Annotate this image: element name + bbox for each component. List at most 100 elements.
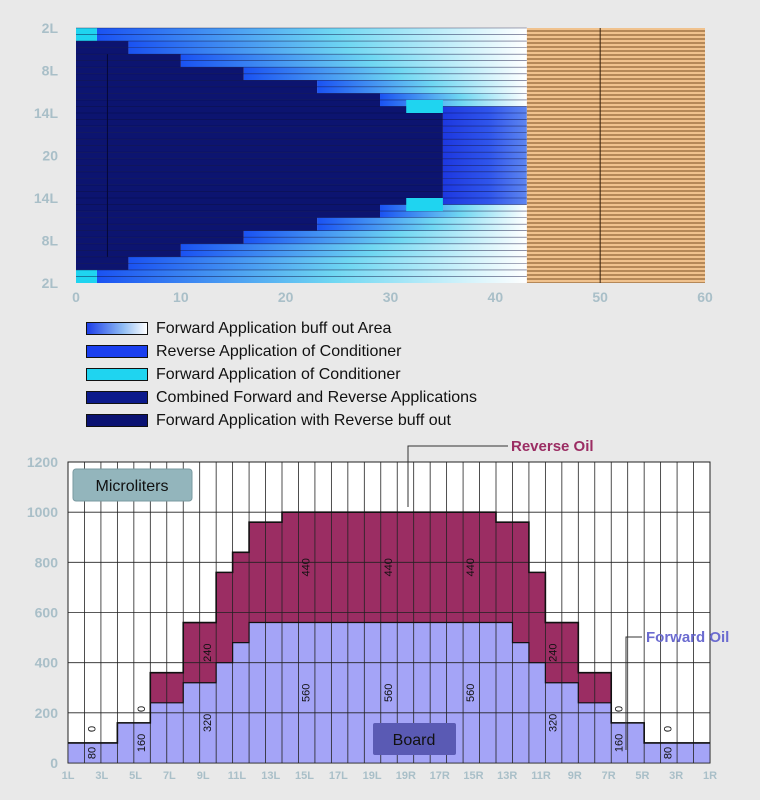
forward-oil-bar [282, 622, 299, 763]
forward-application-strip [76, 119, 443, 127]
buff-out-strip [317, 80, 527, 87]
data-label: 80 [663, 747, 675, 759]
forward-application-strip [76, 250, 181, 257]
x-tick-label: 5R [635, 770, 649, 782]
buff-out-strip [442, 132, 527, 140]
legend-item: Forward Application with Reverse buff ou… [86, 409, 477, 432]
buff-out-strip [180, 54, 527, 61]
legend-label: Reverse Application of Conditioner [156, 342, 402, 360]
forward-application-strip [76, 28, 97, 35]
legend-item: Reverse Application of Conditioner [86, 340, 477, 363]
buff-out-strip [442, 126, 527, 133]
forward-application-strip [76, 99, 381, 107]
x-tick-label: 15L [295, 770, 314, 782]
forward-oil-bar [265, 622, 282, 763]
reverse-oil-bar [199, 622, 217, 683]
x-tick-label: 60 [697, 289, 713, 305]
legend-item: Forward Application of Conditioner [86, 363, 477, 386]
y-tick-label: 8L [42, 233, 59, 249]
data-label: 560 [383, 684, 395, 702]
reverse-oil-bar [380, 512, 398, 623]
forward-application-strip [76, 237, 244, 244]
buff-out-strip [180, 250, 527, 257]
x-tick-label: 15R [463, 770, 483, 782]
forward-application-strip [76, 145, 443, 153]
x-tick-label: 11R [531, 770, 551, 782]
forward-oil-bar [150, 702, 167, 763]
x-tick-label: 7L [163, 770, 176, 782]
buff-out-strip [380, 211, 527, 218]
data-label: 240 [548, 643, 560, 661]
forward-oil-bar [611, 722, 628, 763]
forward-application-strip [76, 269, 97, 277]
reverse-oil-bar [216, 572, 233, 663]
forward-conditioner-block [406, 99, 443, 113]
x-tick-label: 19R [396, 770, 416, 782]
forward-oil-bar [249, 622, 266, 763]
forward-oil-bar [133, 722, 151, 763]
legend-swatch-reverse [86, 345, 148, 358]
x-tick-label: 13R [497, 770, 517, 782]
reverse-oil-bar [594, 672, 612, 703]
forward-application-strip [76, 152, 443, 159]
y-tick-label: 8L [42, 63, 59, 79]
buff-out-strip [96, 28, 527, 35]
forward-application-strip [76, 60, 181, 68]
y-tick-label: 0 [50, 755, 58, 771]
forward-application-strip [76, 184, 443, 192]
reverse-oil-bar [528, 572, 546, 663]
forward-oil-bar [463, 622, 480, 763]
buff-out-strip [442, 139, 527, 146]
data-label: 80 [87, 747, 99, 759]
forward-application-strip [76, 93, 381, 100]
reverse-oil-bar [150, 672, 167, 703]
reverse-oil-bar [298, 512, 315, 623]
buff-out-strip [180, 60, 527, 68]
data-label: 160 [136, 734, 148, 752]
forward-oil-outline [68, 621, 710, 744]
forward-application-strip [76, 263, 129, 270]
x-tick-label: 1R [703, 770, 717, 782]
forward-application-strip [76, 256, 129, 264]
legend-item: Combined Forward and Reverse Application… [86, 386, 477, 409]
y-tick-label: 2L [42, 20, 59, 36]
y-tick-label: 200 [35, 705, 59, 721]
buff-out-strip [128, 263, 527, 270]
data-label: 0 [136, 706, 148, 712]
forward-application-strip [76, 41, 129, 48]
reverse-oil-label: Reverse Oil [511, 438, 594, 455]
reverse-oil-bar [479, 512, 496, 623]
buff-out-strip [243, 237, 527, 244]
x-tick-label: 0 [72, 289, 80, 305]
forward-application-strip [76, 198, 443, 205]
x-tick-label: 40 [488, 289, 504, 305]
data-label: 240 [202, 643, 214, 661]
forward-oil-bar [644, 742, 661, 763]
buff-out-strip [317, 217, 527, 225]
x-tick-label: 17L [329, 770, 348, 782]
y-tick-label: 1000 [27, 504, 58, 520]
forward-oil-bar [199, 682, 217, 763]
forward-oil-bar [496, 622, 513, 763]
x-tick-label: 11L [228, 770, 247, 782]
buff-out-strip [442, 152, 527, 159]
forward-oil-leader [625, 636, 642, 750]
forward-oil-bar [117, 722, 134, 763]
y-tick-label: 2L [42, 275, 59, 291]
buff-out-strip [380, 99, 527, 107]
legend-swatch-combined [86, 391, 148, 404]
reverse-oil-bar [249, 522, 266, 623]
x-tick-label: 5L [129, 770, 142, 782]
reverse-oil-bar [397, 512, 414, 623]
forward-application-strip [76, 230, 244, 238]
buff-out-strip [243, 73, 527, 81]
forward-application-strip [76, 217, 318, 225]
forward-oil-bar [561, 682, 579, 763]
forward-application-strip [76, 191, 443, 198]
x-tick-label: 9L [197, 770, 210, 782]
forward-oil-bar [331, 622, 348, 763]
reverse-oil-bar [166, 672, 184, 703]
data-label: 320 [548, 714, 560, 732]
forward-application-strip [76, 165, 443, 172]
